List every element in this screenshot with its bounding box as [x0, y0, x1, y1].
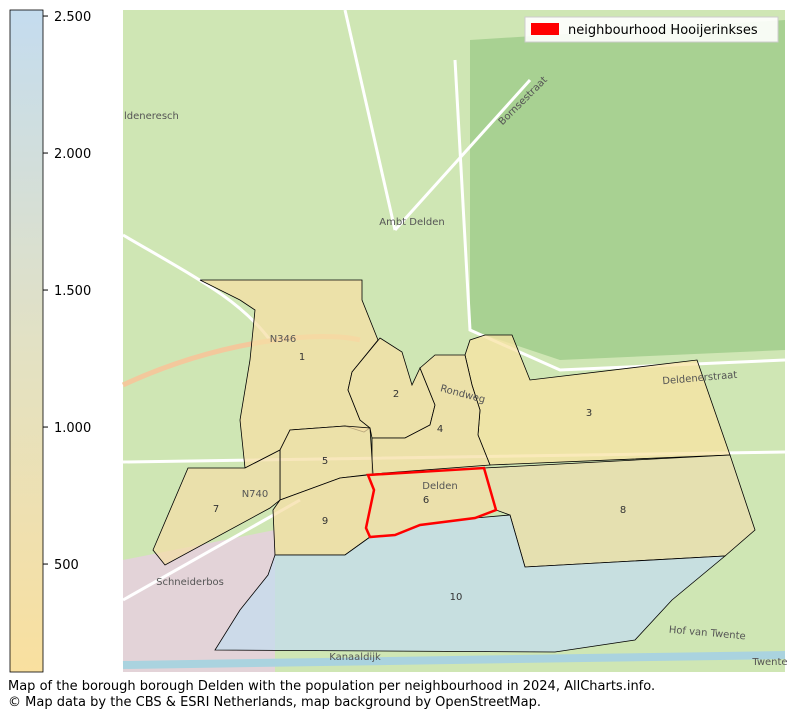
- place-label: Delden: [422, 481, 457, 492]
- colorbar-tick-label: 1.000: [54, 421, 91, 436]
- colorbar-tick-label: 2.000: [54, 147, 91, 162]
- place-label: Twente: [751, 657, 787, 668]
- neighbourhood-label: 4: [437, 424, 443, 435]
- place-label: Kanaaldijk: [329, 652, 381, 663]
- neighbourhood: [371, 354, 491, 475]
- place-label: Schneiderbos: [156, 577, 224, 588]
- legend-box: [524, 16, 779, 43]
- neighbourhood: [152, 449, 281, 566]
- neighbourhood-label: 1: [299, 352, 305, 363]
- neighbourhood-label: 5: [322, 456, 328, 467]
- place-label: N346: [270, 334, 297, 345]
- neighbourhood-label: 10: [450, 592, 463, 603]
- place-label: N740: [242, 489, 269, 500]
- neighbourhood-label: 7: [213, 504, 219, 515]
- neighbourhood-label: 2: [393, 389, 399, 400]
- legend-label: neighbourhood Hooijerinkses: [568, 23, 758, 38]
- highlight-outline: [364, 466, 498, 539]
- caption: Map of the borough borough Delden with t…: [8, 679, 655, 694]
- caption: © Map data by the CBS & ESRI Netherlands…: [8, 695, 541, 710]
- legend: neighbourhood Hooijerinkses: [524, 16, 779, 43]
- canal: [122, 651, 786, 669]
- neighbourhood-label: 3: [586, 408, 592, 419]
- colorbar-tick-label: 500: [54, 558, 79, 573]
- legend-swatch: [531, 23, 559, 35]
- neighbourhood-label: 9: [322, 516, 328, 527]
- forest: [470, 20, 785, 360]
- neighbourhood-label: 6: [423, 495, 429, 506]
- colorbar-tick-label: 1.500: [54, 284, 91, 299]
- colorbar: [9, 9, 44, 673]
- neighbourhood-label: 8: [620, 505, 626, 516]
- place-label: Ambt Delden: [379, 217, 445, 228]
- place-label: ldeneresch: [124, 111, 179, 122]
- colorbar-tick-label: 2.500: [54, 10, 91, 25]
